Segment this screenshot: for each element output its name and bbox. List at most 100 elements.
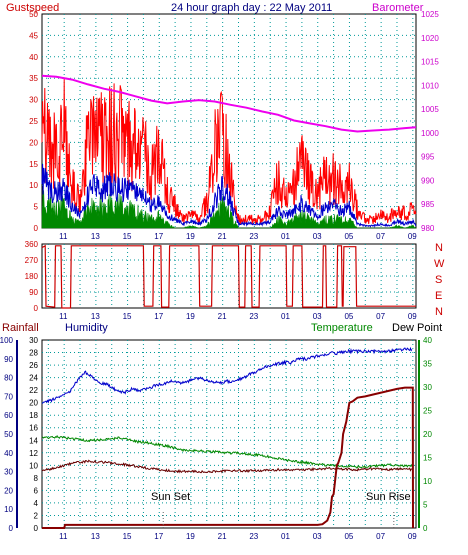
compass-label-s: S [435,274,442,286]
x-tick-label: 01 [281,232,290,241]
temperature-tick-label: 20 [423,430,432,439]
rain-tick-label: 4 [34,499,39,508]
x-tick-label: 21 [218,232,227,241]
sunset-label: Sun Set [151,491,190,503]
humidity-legend-label: Humidity [65,322,108,334]
humidity-tick-label: 100 [0,336,14,345]
humidity-tick-label: 30 [4,468,13,477]
barometer-series [41,74,417,133]
wind-y-tick-label: 35 [29,74,38,83]
rain-tick-label: 30 [29,336,38,345]
climate-panel-frame [41,339,417,529]
wind-y-tick-label: 5 [34,203,39,212]
wind-y-tick-label: 45 [29,31,38,40]
direction-y-tick-label: 180 [25,272,39,281]
rain-tick-label: 20 [29,399,38,408]
x-tick-label: 19 [186,312,195,321]
humidity-tick-label: 80 [4,374,13,383]
humidity-tick-label: 70 [4,392,13,401]
x-tick-label: 17 [154,312,163,321]
x-tick-label: 05 [344,312,353,321]
x-tick-label: 09 [408,312,417,321]
humidity-tick-label: 10 [4,505,13,514]
series-layer [41,74,417,529]
barometer-tick-label: 1020 [421,34,439,43]
rain-tick-label: 18 [29,411,38,420]
x-tick-label: 01 [281,532,290,541]
barometer-tick-label: 995 [421,153,435,162]
rain-tick-label: 24 [29,374,38,383]
x-tick-label: 11 [59,232,68,241]
x-tick-label: 03 [313,312,322,321]
direction-y-tick-label: 90 [29,288,38,297]
x-tick-label: 11 [59,312,68,321]
rain-tick-label: 16 [29,424,38,433]
barometer-tick-label: 990 [421,176,435,185]
x-tick-label: 09 [408,232,417,241]
gust-series [41,78,417,225]
humidity-tick-label: 50 [4,430,13,439]
barometer-tick-label: 1000 [421,129,439,138]
x-tick-label: 19 [186,532,195,541]
barometer-tick-label: 1010 [421,81,439,90]
humidity-tick-label: 0 [9,524,14,533]
compass-label-n-top: N [435,242,443,254]
wind-y-tick-label: 15 [29,160,38,169]
compass-label-e: E [435,290,442,302]
x-tick-label: 17 [154,232,163,241]
rainfall-legend-label: Rainfall [2,322,39,334]
x-tick-label: 13 [91,312,100,321]
rain-tick-label: 12 [29,449,38,458]
direction-y-tick-label: 360 [25,240,39,249]
x-tick-label: 21 [218,312,227,321]
temperature-tick-label: 30 [423,383,432,392]
barometer-tick-label: 1025 [421,10,439,19]
x-tick-label: 05 [344,532,353,541]
x-tick-label: 11 [59,532,68,541]
x-tick-label: 15 [123,232,132,241]
rain-tick-label: 26 [29,361,38,370]
chart-title: 24 hour graph day : 22 May 2011 [171,2,332,14]
x-tick-label: 13 [91,532,100,541]
dewpoint-legend-label: Dew Point [392,322,442,334]
temperature-tick-label: 0 [423,524,428,533]
x-tick-label: 13 [91,232,100,241]
gust-legend-label: Gustspeed [6,2,59,14]
direction-y-tick-label: 0 [34,304,39,313]
wind-y-tick-label: 50 [29,10,38,19]
x-tick-label: 07 [376,532,385,541]
x-tick-label: 15 [123,532,132,541]
x-tick-label: 23 [249,532,258,541]
barometer-tick-label: 985 [421,200,435,209]
rain-tick-label: 28 [29,349,38,358]
wind-y-tick-label: 25 [29,117,38,126]
rain-tick-label: 22 [29,386,38,395]
wind-min-series [41,189,417,229]
temperature-legend-label: Temperature [311,322,373,334]
x-tick-label: 17 [154,532,163,541]
direction-panel-frame [41,243,417,309]
temperature-tick-label: 5 [423,501,428,510]
wind-direction-series [41,244,416,309]
x-tick-label: 23 [249,312,258,321]
humidity-tick-label: 20 [4,486,13,495]
temperature-series [41,434,413,469]
dewpoint-series [41,459,413,474]
temperature-tick-label: 40 [423,336,432,345]
x-tick-label: 03 [313,232,322,241]
temperature-tick-label: 10 [423,477,432,486]
wind-y-tick-label: 20 [29,138,38,147]
compass-label-n-bottom: N [435,306,443,318]
x-tick-label: 07 [376,232,385,241]
compass-label-w: W [434,258,445,270]
x-tick-label: 07 [376,312,385,321]
wind-y-tick-label: 0 [34,224,39,233]
wind-avg-series [41,163,417,228]
sunrise-label: Sun Rise [366,491,411,503]
x-tick-label: 05 [344,232,353,241]
rain-tick-label: 6 [34,486,39,495]
barometer-tick-label: 1005 [421,105,439,114]
x-tick-label: 03 [313,532,322,541]
